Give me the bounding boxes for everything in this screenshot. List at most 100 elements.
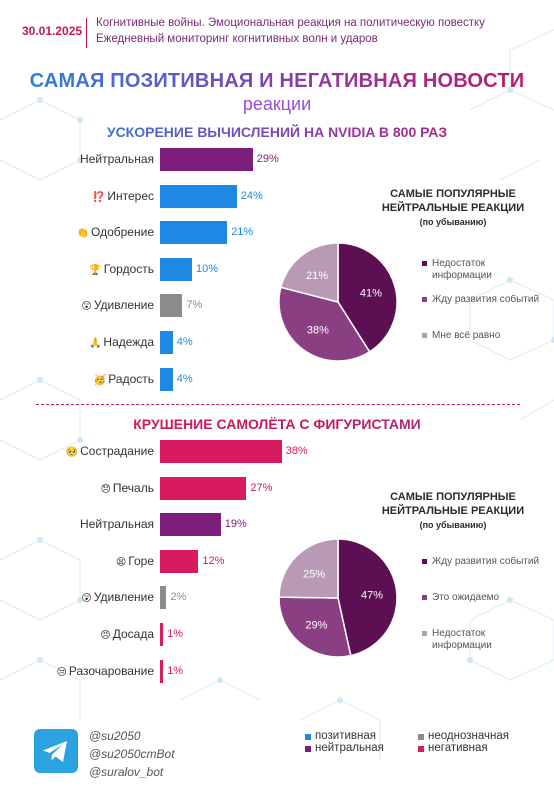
emotion-emoji-icon: 🥺 [65,447,79,458]
bar-value-label: 29% [256,153,279,165]
pie-slice [278,538,339,599]
pie-1-title: САМЫЕ ПОПУЛЯРНЫЕ НЕЙТРАЛЬНЫЕ РЕАКЦИИ (по… [368,187,538,229]
bar-value-label: 12% [202,554,225,567]
bar-category-text: Удивление [93,590,154,605]
pie-legend-label: Мне всё равно [432,330,501,341]
legend-swatch [422,297,427,302]
pie-slice-label: 47% [361,589,383,601]
page-subtitle: реакции [242,94,312,114]
legend-swatch [422,595,427,600]
bar-label: 😲 Удивление [4,298,154,312]
footer-handle-2[interactable]: @su2050cmBot [89,747,175,761]
bar-category-text: Одобрение [91,225,154,240]
bar-label: 😲 Удивление [4,590,154,604]
bar-category-text: Горе [128,553,154,568]
emotion-emoji-icon: 🙏 [88,338,102,349]
header-title: Когнитивные войны. Эмоциональная реакция… [96,17,485,29]
emotion-emoji-icon: 😞 [100,483,111,495]
legend-label: негативная [428,742,488,754]
pie-legend-item: Мне всё равно [422,330,542,342]
pie-slice [279,242,339,303]
footer-handle-1[interactable]: @su2050 [89,729,141,743]
bar-value-label: 27% [250,481,273,494]
pie-legend-item: Недостаток информации [422,628,542,652]
bar-value-label: 7% [186,299,203,312]
section-divider [36,404,520,405]
pie-legend-item: Недостаток информации [422,258,542,282]
pie-2-chart: 47% 29% 25% [278,538,398,658]
bar [160,623,164,646]
legend-item-negative: негативная [418,742,488,754]
bar [160,586,167,610]
bar-category-text: Удивление [93,298,154,313]
bar-category-text: Нейтральная [80,517,154,532]
legend-swatch [422,631,427,636]
bar-value-label: 24% [240,189,263,202]
bar-category-text: Печаль [112,480,154,495]
pie-slice-label: 21% [306,270,328,282]
legend-item-positive: позитивная [305,730,376,742]
footer-handle-3[interactable]: @suralov_bot [89,765,164,779]
pie-legend-label: Недостаток информации [432,258,492,281]
bar-label: 😫 Горе [4,554,154,568]
pie-legend-label: Жду развития событий [432,556,540,567]
legend-label: позитивная [315,730,376,742]
legend-swatch [305,734,311,740]
bar-category-text: Досада [112,627,154,641]
header-subtitle: Ежедневный мониторинг когнитивных волн и… [96,33,378,45]
emotion-emoji-icon: 😲 [81,301,92,313]
legend-label: неоднозначная [428,730,509,742]
bar [160,221,228,245]
bar-label: ⁉️ Интерес [4,189,154,203]
pie-slice [278,596,352,658]
bar-value-label: 10% [196,262,219,275]
bar-category-text: Интерес [107,188,154,203]
legend-swatch [305,746,311,752]
bar-value-label: 4% [176,336,193,348]
bar-category-text: Нейтральная [80,152,154,166]
bar-category-text: Сострадание [80,444,154,458]
pie-legend-item: Жду развития событий [422,294,542,306]
bar-category-text: Разочарование [68,663,154,678]
emotion-emoji-icon: 😠 [100,630,111,641]
section-1-title: УСКОРЕНИЕ ВЫЧИСЛЕНИЙ НА NVIDIA В 800 РАЗ [0,124,554,140]
bar [160,331,173,354]
pie-legend-label: Недостаток информации [432,628,492,651]
bar [160,513,221,537]
legend-swatch [422,333,427,338]
legend-swatch [422,559,427,564]
bar-value-label: 19% [224,518,247,531]
bar-label: Нейтральная [4,517,154,531]
pie-1-chart: 41% 38% 21% [278,242,398,362]
bar-label: 😠 Досада [4,627,154,641]
legend-item-ambiguous: неоднозначная [418,730,509,742]
bar [160,476,247,500]
bar-label: Нейтральная [4,152,154,166]
bar-category-text: Радость [108,371,154,386]
pie-legend-label: Жду развития событий [432,294,540,305]
section-2-title: КРУШЕНИЕ САМОЛЁТА С ФИГУРИСТАМИ [0,416,554,432]
pie-1-title-text: САМЫЕ ПОПУЛЯРНЫЕ НЕЙТРАЛЬНЫЕ РЕАКЦИИ [381,188,525,214]
bar-category-text: Гордость [103,261,154,276]
pie-slice-label: 29% [305,620,327,632]
bar-value-label: 4% [176,372,193,385]
bar-value-label: 1% [167,628,184,640]
bar-value-label: 38% [285,445,308,457]
page-title: САМАЯ ПОЗИТИВНАЯ И НЕГАТИВНАЯ НОВОСТИ [0,70,554,93]
bar-category-text: Надежда [103,335,154,349]
telegram-icon[interactable] [34,729,78,773]
bar [160,549,199,573]
pie-slice-label: 41% [360,287,382,299]
legend-label: нейтральная [315,742,384,754]
bar-label: 🥺 Сострадание [4,444,154,458]
header-date: 30.01.2025 [22,24,83,38]
emotion-emoji-icon: 😲 [81,593,92,605]
legend-swatch [418,746,424,752]
bar [160,440,282,463]
pie-legend-label: Это ожидаемо [432,592,500,603]
emotion-emoji-icon: 😫 [115,556,127,568]
pie-slice-label: 25% [303,569,325,581]
bar-value-label: 1% [167,664,184,677]
pie-slice [278,286,371,362]
